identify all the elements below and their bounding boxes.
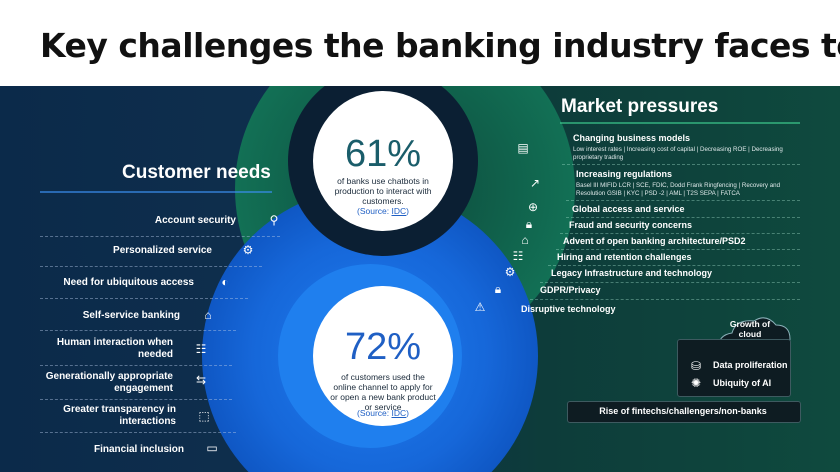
diagram-body: Customer needs Account security ⚲ Person… (0, 86, 840, 472)
customer-need-item: Human interaction when needed (56, 337, 173, 360)
rings-graphic (40, 86, 800, 472)
market-pressures-heading: Market pressures (561, 96, 719, 117)
divider (540, 282, 800, 283)
fintech-box (567, 401, 801, 423)
divider (556, 249, 800, 250)
scan-frame-icon: ⬚ (198, 409, 210, 423)
market-pressure-item: Hiring and retention challenges (557, 252, 692, 262)
top-stat-circle (313, 91, 453, 231)
market-pressure-detail: Low interest rates | Increasing cost of … (573, 146, 783, 161)
cloud-item: Ubiquity of AI (713, 378, 772, 388)
stat-top-source: (Source: IDC) (357, 206, 409, 216)
divider (40, 266, 262, 267)
customer-need-item: Account security (154, 215, 236, 226)
divider (40, 330, 236, 331)
market-pressure-item: Disruptive technology (521, 304, 616, 314)
gear-icon: ⚙ (504, 265, 516, 279)
divider (560, 233, 800, 234)
bank-icon: ⌂ (521, 233, 529, 247)
market-pressure-item: Fraud and security concerns (569, 220, 693, 230)
user-transfer-icon: ⇆ (195, 373, 207, 387)
customer-need-item: Need for ubiquitous access (63, 277, 194, 288)
bottom-stat-circle (313, 286, 453, 426)
people-group-icon: ☷ (195, 342, 207, 356)
divider (562, 164, 800, 165)
ai-brain-icon: ✺ (690, 376, 702, 390)
divider (40, 432, 236, 433)
divider (566, 200, 800, 201)
warning-icon: ⚠ (474, 300, 486, 314)
market-pressure-item: Advent of open banking architecture/PSD2 (563, 236, 746, 246)
divider (40, 399, 232, 400)
divider (530, 299, 800, 300)
divider (40, 298, 248, 299)
wallet-icon: ▭ (206, 441, 218, 455)
cloud-items-box (677, 339, 791, 397)
stat-bottom-description: of customers used the online channel to … (330, 372, 436, 412)
stat-bottom-source: (Source: IDC) (357, 408, 409, 418)
market-pressure-item: Global access and service (572, 204, 685, 214)
customer-need-item: Self-service banking (82, 310, 180, 321)
divider (548, 265, 800, 266)
stat-top-value: 61% (344, 133, 422, 175)
globe-lock-icon: ⊕ (527, 200, 539, 214)
market-pressure-item: GDPR/Privacy (540, 285, 601, 295)
lock-user-icon: ⚲ (269, 213, 279, 227)
page-title: Key challenges the banking industry face… (40, 26, 840, 65)
market-pressure-item: Changing business models (573, 133, 691, 143)
people-icon: ☷ (512, 249, 524, 263)
lock-icon: 🔒︎ (494, 282, 502, 296)
bank-icon: ⌂ (204, 308, 212, 322)
stat-bottom-value: 72% (344, 326, 422, 368)
divider (40, 365, 232, 366)
header: Key challenges the banking industry face… (0, 0, 840, 86)
lock-icon: 🔒︎ (525, 217, 533, 231)
toggle-icon: ◐ (221, 275, 229, 289)
fintech-label: Rise of fintechs/challengers/non-banks (599, 406, 767, 416)
customer-need-item: Greater transparency in interactions (63, 404, 176, 427)
customer-need-item: Personalized service (113, 245, 212, 256)
source-link[interactable]: IDC (391, 408, 407, 418)
customer-need-item: Financial inclusion (93, 444, 184, 455)
market-pressure-detail: Basel III MIFID LCR | SCE, FDIC, Dodd Fr… (576, 182, 781, 197)
market-pressure-item: Increasing regulations (576, 169, 673, 179)
customer-need-item: Generationally appropriate engagement (45, 371, 173, 394)
source-link[interactable]: IDC (391, 206, 407, 216)
cloud-item: Data proliferation (713, 360, 788, 370)
stat-top-description: of banks use chatbots in production to i… (334, 176, 432, 206)
document-icon: ▤ (517, 141, 529, 155)
customer-needs-heading: Customer needs (122, 162, 271, 183)
chart-icon: ↗ (529, 176, 541, 190)
divider (40, 236, 280, 237)
database-icon: ⛁ (690, 359, 702, 373)
user-gear-icon: ⚙ (242, 243, 254, 257)
market-pressure-item: Legacy Infrastructure and technology (551, 268, 713, 278)
divider (566, 217, 800, 218)
